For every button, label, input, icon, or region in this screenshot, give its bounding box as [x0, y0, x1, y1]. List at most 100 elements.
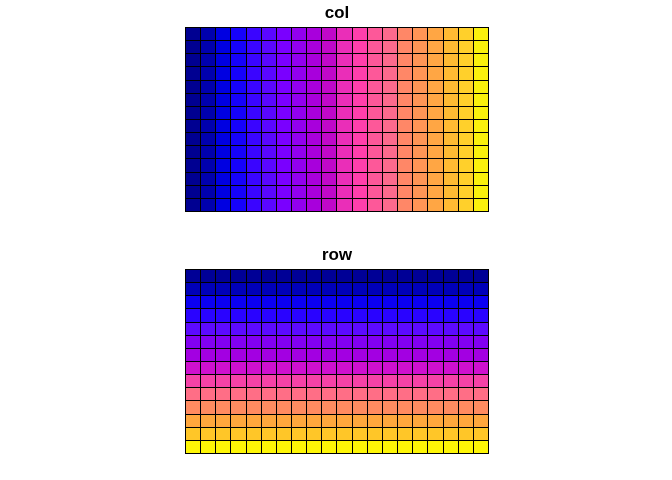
heatmap-cell: [352, 309, 367, 322]
heatmap-cell: [367, 362, 382, 375]
heatmap-cell: [382, 270, 398, 283]
heatmap-cell: [231, 309, 246, 322]
heatmap-cell: [261, 362, 276, 375]
heatmap-cell: [367, 270, 382, 283]
heatmap-cell: [307, 54, 322, 67]
heatmap-cell: [201, 322, 216, 335]
heatmap-cell: [367, 133, 382, 146]
heatmap-cell: [201, 198, 216, 211]
heatmap-cell: [413, 440, 428, 453]
heatmap-cell: [292, 106, 307, 119]
heatmap-cell: [216, 198, 231, 211]
heatmap-cell: [413, 348, 428, 361]
heatmap-cell: [337, 198, 352, 211]
heatmap-cell: [367, 309, 382, 322]
heatmap-cell: [398, 80, 413, 93]
heatmap-cell: [337, 401, 352, 414]
heatmap-cell: [231, 198, 246, 211]
heatmap-cell: [186, 120, 201, 133]
heatmap-cell: [413, 67, 428, 80]
heatmap-cell: [398, 67, 413, 80]
heatmap-cell: [307, 146, 322, 159]
heatmap-cell: [292, 120, 307, 133]
heatmap-cell: [473, 133, 488, 146]
heatmap-cell: [322, 440, 337, 453]
heatmap-cell: [231, 80, 246, 93]
heatmap-cell: [337, 440, 352, 453]
heatmap-cell: [186, 159, 201, 172]
heatmap-cell: [292, 427, 307, 440]
heatmap-cell: [186, 198, 201, 211]
heatmap-cell: [276, 54, 292, 67]
heatmap-cell: [246, 185, 261, 198]
heatmap-cell: [276, 198, 292, 211]
heatmap-cell: [307, 362, 322, 375]
heatmap-cell: [292, 296, 307, 309]
heatmap-cell: [322, 146, 337, 159]
heatmap-cell: [216, 270, 231, 283]
heatmap-cell: [337, 41, 352, 54]
heatmap-cell: [186, 133, 201, 146]
heatmap-cell: [186, 348, 201, 361]
heatmap-cell: [246, 348, 261, 361]
heatmap-cell: [231, 427, 246, 440]
heatmap-cell: [322, 54, 337, 67]
heatmap-cell: [443, 93, 458, 106]
heatmap-cell: [413, 283, 428, 296]
heatmap-cell: [246, 106, 261, 119]
heatmap-grid-col: [185, 27, 489, 212]
heatmap-cell: [398, 185, 413, 198]
heatmap-cell: [186, 427, 201, 440]
heatmap-cell: [186, 375, 201, 388]
heatmap-cell: [413, 309, 428, 322]
heatmap-cell: [292, 67, 307, 80]
heatmap-cell: [261, 309, 276, 322]
heatmap-cell: [382, 54, 398, 67]
heatmap-cell: [428, 388, 443, 401]
heatmap-cell: [231, 41, 246, 54]
heatmap-cell: [322, 270, 337, 283]
heatmap-cell: [201, 54, 216, 67]
heatmap-cell: [398, 362, 413, 375]
heatmap-cell: [186, 41, 201, 54]
heatmap-cell: [337, 283, 352, 296]
heatmap-cell: [261, 322, 276, 335]
heatmap-cell: [261, 159, 276, 172]
heatmap-cell: [443, 335, 458, 348]
heatmap-cell: [261, 28, 276, 41]
heatmap-cell: [307, 388, 322, 401]
heatmap-cell: [398, 414, 413, 427]
heatmap-cell: [473, 172, 488, 185]
heatmap-cell: [443, 120, 458, 133]
heatmap-cell: [398, 427, 413, 440]
heatmap-cell: [292, 309, 307, 322]
heatmap-cell: [367, 41, 382, 54]
heatmap-cell: [352, 375, 367, 388]
heatmap-cell: [443, 270, 458, 283]
heatmap-cell: [186, 106, 201, 119]
heatmap-cell: [337, 146, 352, 159]
heatmap-cell: [352, 80, 367, 93]
heatmap-cell: [307, 159, 322, 172]
heatmap-cell: [322, 172, 337, 185]
heatmap-cell: [367, 159, 382, 172]
heatmap-cell: [276, 309, 292, 322]
heatmap-cell: [458, 362, 473, 375]
heatmap-cell: [276, 41, 292, 54]
heatmap-cell: [307, 309, 322, 322]
heatmap-cell: [367, 296, 382, 309]
heatmap-cell: [186, 185, 201, 198]
heatmap-cell: [473, 362, 488, 375]
heatmap-cell: [186, 414, 201, 427]
heatmap-cell: [246, 362, 261, 375]
heatmap-cell: [413, 133, 428, 146]
heatmap-cell: [413, 362, 428, 375]
heatmap-cell: [292, 93, 307, 106]
heatmap-cell: [307, 283, 322, 296]
heatmap-cell: [307, 106, 322, 119]
heatmap-cell: [276, 28, 292, 41]
heatmap-cell: [231, 348, 246, 361]
heatmap-cell: [382, 172, 398, 185]
heatmap-cell: [276, 348, 292, 361]
heatmap-cell: [458, 388, 473, 401]
